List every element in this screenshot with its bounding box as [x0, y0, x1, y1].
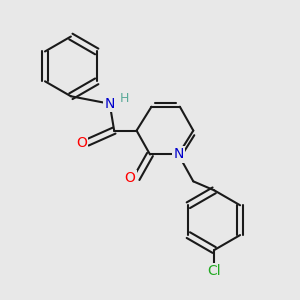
Text: O: O — [124, 171, 135, 185]
Text: O: O — [76, 136, 87, 149]
Text: N: N — [173, 148, 184, 161]
Text: N: N — [104, 97, 115, 111]
Text: Cl: Cl — [207, 264, 221, 278]
Text: H: H — [120, 92, 129, 105]
